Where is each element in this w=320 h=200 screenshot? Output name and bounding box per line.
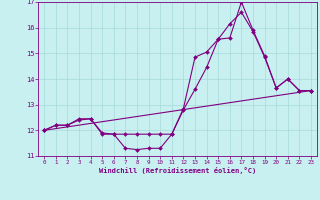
X-axis label: Windchill (Refroidissement éolien,°C): Windchill (Refroidissement éolien,°C) xyxy=(99,167,256,174)
